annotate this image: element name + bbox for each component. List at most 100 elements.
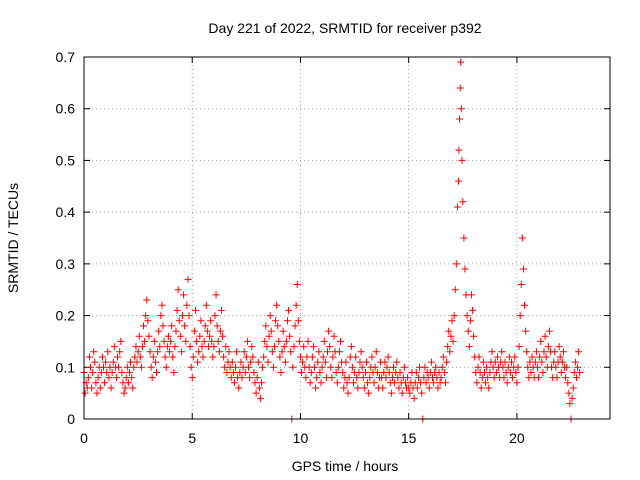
data-point [89, 368, 97, 376]
data-point [283, 317, 291, 325]
data-point [270, 343, 278, 351]
y-tick-label: 0.4 [56, 204, 76, 220]
data-point [177, 348, 185, 356]
data-point [166, 348, 174, 356]
data-point [316, 368, 324, 376]
data-point [575, 348, 583, 356]
data-point [437, 374, 445, 382]
data-point [228, 358, 236, 366]
data-point [198, 343, 206, 351]
data-point [227, 374, 235, 382]
data-point [452, 260, 460, 268]
data-point [488, 348, 496, 356]
data-point [168, 322, 176, 330]
data-point [175, 317, 183, 325]
data-point [286, 332, 294, 340]
data-point [233, 348, 241, 356]
data-point [116, 348, 124, 356]
data-point [348, 363, 356, 371]
data-point [272, 317, 280, 325]
data-point [413, 384, 421, 392]
data-point [372, 348, 380, 356]
data-point [91, 358, 99, 366]
data-point [569, 384, 577, 392]
data-point [395, 384, 403, 392]
data-point [280, 343, 288, 351]
x-tick-label: 15 [401, 430, 417, 446]
data-point [334, 363, 342, 371]
data-point [216, 327, 224, 335]
x-tick-label: 10 [293, 430, 309, 446]
data-point [484, 374, 492, 382]
grid-layer [84, 57, 610, 419]
data-point [450, 312, 458, 320]
data-point [214, 337, 222, 345]
data-point [147, 363, 155, 371]
data-point [277, 368, 285, 376]
data-point [127, 358, 135, 366]
data-point [278, 348, 286, 356]
data-point [457, 58, 465, 66]
y-axis-label: SRMTID / TECUs [5, 183, 21, 293]
data-point [84, 374, 92, 382]
data-point [469, 306, 477, 314]
data-point [398, 389, 406, 397]
data-point [134, 348, 142, 356]
data-point [574, 363, 582, 371]
data-point [117, 337, 125, 345]
data-point [110, 343, 118, 351]
data-point [243, 337, 251, 345]
x-axis-label: GPS time / hours [292, 458, 399, 474]
data-point [360, 384, 368, 392]
data-point [412, 368, 420, 376]
data-point [173, 306, 181, 314]
data-point [329, 353, 337, 361]
data-point [211, 312, 219, 320]
data-point [217, 306, 225, 314]
x-tick-label: 20 [509, 430, 525, 446]
data-point [146, 348, 154, 356]
data-point [287, 348, 295, 356]
data-point [299, 358, 307, 366]
data-point [275, 337, 283, 345]
data-point [518, 234, 526, 242]
data-point [123, 363, 131, 371]
data-point [112, 374, 120, 382]
data-point [156, 343, 164, 351]
data-point [229, 368, 237, 376]
data-point [339, 368, 347, 376]
data-point [309, 343, 317, 351]
data-point [273, 301, 281, 309]
data-point [261, 337, 269, 345]
data-point [294, 317, 302, 325]
data-point [382, 374, 390, 382]
data-point [542, 353, 550, 361]
data-point [327, 363, 335, 371]
data-point [282, 337, 290, 345]
data-point [516, 312, 524, 320]
data-point [451, 286, 459, 294]
data-point [125, 368, 133, 376]
data-point [474, 363, 482, 371]
data-point [539, 368, 547, 376]
data-point [93, 389, 101, 397]
data-point [470, 332, 478, 340]
data-point [319, 353, 327, 361]
data-point [342, 358, 350, 366]
data-point [144, 317, 152, 325]
data-point [475, 353, 483, 361]
data-point [454, 177, 462, 185]
data-point [235, 384, 243, 392]
data-point [157, 312, 165, 320]
data-point [370, 379, 378, 387]
data-point [453, 203, 461, 211]
data-point [558, 358, 566, 366]
data-point [163, 343, 171, 351]
data-point [171, 343, 179, 351]
data-point [255, 384, 263, 392]
data-point [140, 322, 148, 330]
data-point [115, 363, 123, 371]
data-point [512, 368, 520, 376]
data-point [169, 353, 177, 361]
